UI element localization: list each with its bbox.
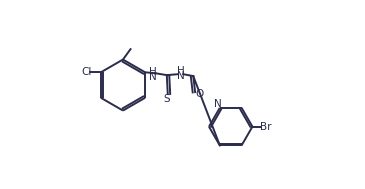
Text: O: O — [195, 89, 204, 99]
Text: Br: Br — [260, 122, 272, 132]
Text: N: N — [149, 72, 157, 82]
Text: Cl: Cl — [81, 67, 92, 77]
Text: N: N — [214, 99, 222, 109]
Text: H: H — [177, 66, 184, 76]
Text: N: N — [177, 71, 184, 81]
Text: S: S — [164, 94, 170, 104]
Text: H: H — [149, 67, 157, 77]
